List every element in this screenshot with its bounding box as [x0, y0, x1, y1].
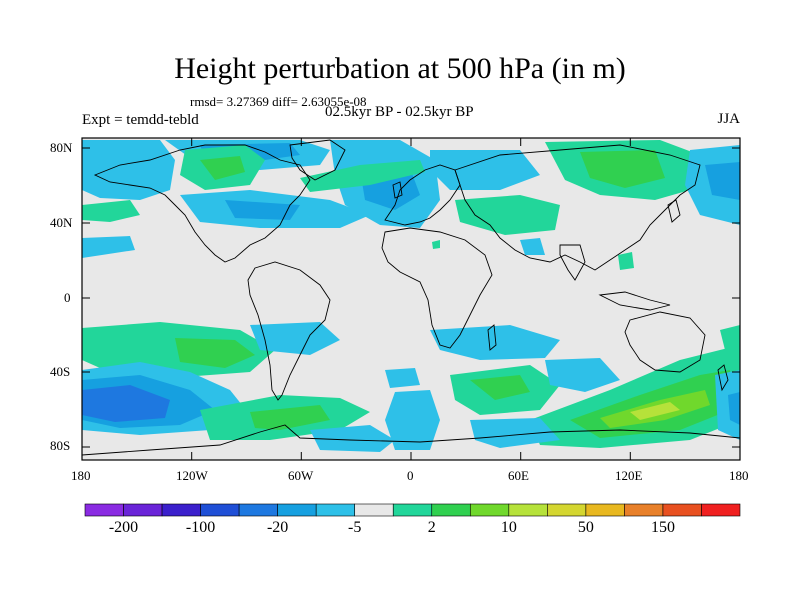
colorbar-swatch: [701, 503, 741, 517]
colorbar-swatch: [123, 503, 163, 517]
coast-greenland: [289, 139, 346, 181]
lon-label-0: 0: [407, 468, 414, 483]
figure-title: Height perturbation at 500 hPa (in m): [174, 52, 626, 85]
lat-label-80n: 80N: [50, 140, 73, 155]
colorbar-swatch: [238, 503, 278, 517]
experiment-label: Expt = temdd-tebld: [82, 112, 199, 128]
coast-indonesia: [598, 291, 671, 311]
coast-north-america: [93, 144, 311, 263]
colorbar-label: -20: [266, 519, 289, 536]
contour-green-s-indian-inner: [470, 375, 530, 400]
contour-green-africa: [432, 240, 440, 249]
coast-madagascar: [487, 324, 497, 351]
contour-green-n-pacific: [82, 200, 140, 222]
colorbar-swatch: [392, 503, 433, 517]
contour-yellow-s-ocean: [630, 402, 680, 420]
contour-blue-tropics-w: [82, 236, 135, 258]
colorbar-label: 150: [650, 519, 675, 536]
coastlines: [82, 139, 740, 456]
contour-blue-antarctic-w: [470, 418, 560, 448]
contour-blue-antarctic-s: [310, 425, 395, 452]
coast-uk: [392, 181, 403, 199]
coast-antarctica: [82, 424, 740, 456]
colorbar-swatch: [469, 503, 510, 517]
colorbar-swatch: [624, 503, 664, 517]
colorbar-swatch: [431, 503, 471, 517]
season-label: JJA: [717, 111, 740, 127]
colorbar-swatch: [277, 503, 317, 517]
lon-label-180w: 180: [71, 468, 91, 483]
contour-blue-s-pacific-dark: [82, 385, 170, 422]
lat-label-0: 0: [64, 290, 71, 305]
contour-green-asia: [455, 195, 560, 235]
colorbar-swatch: [161, 503, 201, 517]
colorbar-swatch: [508, 503, 548, 517]
contour-fields: [82, 140, 740, 452]
contour-blue-s-indian-2: [545, 358, 620, 392]
lon-label-60e: 60E: [508, 468, 529, 483]
lon-label-60w: 60W: [288, 468, 314, 483]
lon-label-120e: 120E: [615, 468, 643, 483]
colorbar-label: 50: [577, 519, 594, 536]
colorbar-swatch: [662, 503, 702, 517]
contour-blue-s-indian: [430, 325, 560, 360]
colorbar-label: 2: [427, 519, 436, 536]
colorbar-swatch: [547, 503, 587, 517]
lon-label-180e: 180: [729, 468, 749, 483]
contour-green-n-america-inner: [200, 156, 245, 180]
stats-line: rmsd= 3.27369 diff= 2.63055e-08: [190, 94, 367, 109]
coast-asia: [454, 144, 701, 271]
contour-green-atlantic: [300, 160, 425, 192]
coast-japan: [667, 199, 681, 223]
lat-label-40s: 40S: [50, 364, 71, 379]
colorbar-label: -100: [185, 519, 216, 536]
contour-blue-s-america: [250, 322, 340, 355]
coast-africa: [381, 227, 493, 349]
colorbar-swatch: [84, 503, 124, 517]
colorbar-label: 10: [500, 519, 517, 536]
contour-green-far-se: [720, 325, 740, 350]
colorbar-label: -200: [108, 519, 139, 536]
period-label: 02.5kyr BP - 02.5kyr BP: [325, 104, 474, 120]
colorbar: [84, 503, 741, 517]
contour-green-ne-asia-inner: [580, 150, 665, 188]
colorbar-swatch: [200, 503, 240, 517]
lon-label-120w: 120W: [176, 468, 208, 483]
colorbar-swatch: [315, 503, 356, 517]
coast-australia: [624, 311, 706, 373]
contour-blue-n-atlantic-dark: [225, 200, 300, 220]
colorbar-swatch: [354, 503, 394, 517]
axis-ticks: [81, 138, 741, 460]
colorbar-label: -5: [348, 519, 362, 536]
coast-new-zealand: [717, 364, 729, 392]
contour-blue-se-pacific-dark: [728, 392, 740, 425]
coast-india: [559, 244, 586, 281]
contour-blue-s-atlantic-2: [385, 390, 440, 450]
contour-green-s-pacific-inner: [175, 338, 255, 368]
contour-blue-nw-pacific: [82, 140, 175, 200]
coast-south-america: [247, 261, 331, 401]
contour-blue-s-atlantic: [385, 368, 420, 388]
lat-label-40n: 40N: [50, 215, 73, 230]
contour-green-s-america-inner: [250, 405, 330, 430]
contour-blue-ne-pacific-dark: [705, 162, 740, 200]
contour-blue-arabia: [520, 238, 545, 255]
contour-green-india: [618, 252, 634, 270]
contour-blue-siberia: [430, 150, 540, 190]
colorbar-swatch: [585, 503, 625, 517]
lat-label-80s: 80S: [50, 438, 71, 453]
